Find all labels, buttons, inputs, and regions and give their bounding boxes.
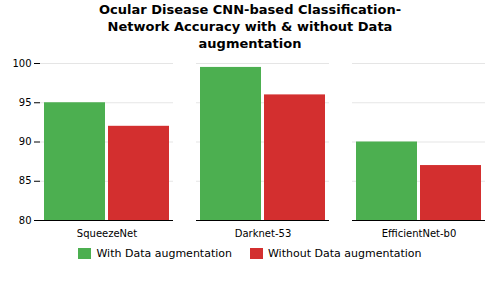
svg-text:Darknet-53: Darknet-53 [235, 227, 291, 238]
svg-text:90: 90 [19, 136, 32, 147]
svg-text:80: 80 [19, 214, 32, 225]
svg-text:85: 85 [19, 175, 32, 186]
html-text:Without Data augmentation: Without Data augmentation [268, 246, 422, 260]
html-text:With Data augmentation: With Data augmentation [96, 246, 232, 260]
html-text:Ocular Disease CNN-based Class: Ocular Disease CNN-based Classification-… [99, 2, 401, 51]
svg-text:SqueezeNet: SqueezeNet [77, 227, 137, 238]
svg-text:EfficientNet-b0: EfficientNet-b0 [382, 227, 457, 238]
svg-text:95: 95 [19, 97, 32, 108]
svg-text:100: 100 [12, 57, 31, 68]
